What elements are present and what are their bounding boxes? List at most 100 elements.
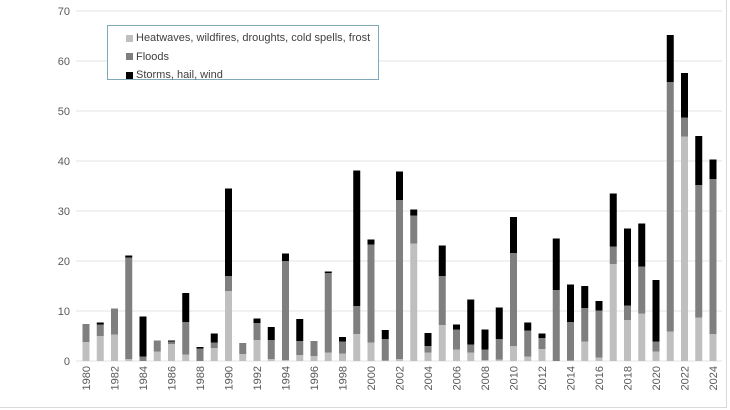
x-tick-label: 2016 <box>594 366 606 390</box>
bar-segment-floods-1994 <box>282 261 289 360</box>
x-tick-label: 2018 <box>623 366 635 390</box>
bar-segment-floods-1981 <box>96 324 104 336</box>
bar-segment-floods-1997 <box>324 273 332 353</box>
bar-segment-storms-2008 <box>481 329 489 350</box>
legend-item-heatwaves: Heatwaves, wildfires, droughts, cold spe… <box>126 30 378 46</box>
bar-segment-floods-1987 <box>182 322 190 355</box>
bar-segment-storms-2006 <box>453 324 460 330</box>
bar-segment-storms-1993 <box>267 327 275 340</box>
bar-segment-heatwaves-2022 <box>681 136 688 361</box>
bar-segment-storms-2009 <box>495 307 503 339</box>
legend: Heatwaves, wildfires, droughts, cold spe… <box>107 25 379 81</box>
bar-segment-heatwaves-2011 <box>524 356 532 361</box>
bar-segment-heatwaves-1983 <box>125 359 133 361</box>
legend-label-floods: Floods <box>136 50 170 63</box>
bar-segment-floods-1999 <box>353 306 361 334</box>
bar-segment-heatwaves-2023 <box>695 317 703 361</box>
bar-segment-floods-2006 <box>453 329 460 350</box>
bar-segment-heatwaves-2012 <box>538 349 546 361</box>
x-tick-label: 1992 <box>252 366 264 390</box>
bar-segment-heatwaves-2014 <box>567 360 574 361</box>
bar-segment-storms-2007 <box>467 299 475 345</box>
legend-label-storms: Storms, hail, wind <box>136 69 223 81</box>
bar-segment-floods-1988 <box>196 348 204 361</box>
x-tick-label: 1988 <box>195 366 207 390</box>
bar-segment-heatwaves-1989 <box>210 348 218 361</box>
x-tick-label: 1982 <box>110 366 122 390</box>
bar-segment-floods-2017 <box>609 246 617 264</box>
bar-segment-floods-2008 <box>481 349 489 360</box>
bar-segment-heatwaves-2009 <box>495 359 503 361</box>
bar-segment-storms-2000 <box>367 239 375 245</box>
legend-item-floods: Floods <box>126 49 378 65</box>
bar-segment-storms-2020 <box>652 280 660 342</box>
bar-segment-floods-2022 <box>681 117 688 137</box>
bar-segment-floods-1992 <box>253 323 261 340</box>
x-tick-label: 2014 <box>566 366 578 390</box>
bar-segment-floods-2020 <box>652 341 660 352</box>
bar-segment-floods-1984 <box>139 356 147 361</box>
bar-segment-storms-2010 <box>510 217 517 253</box>
bar-segment-floods-1991 <box>239 343 247 354</box>
x-tick-label: 2002 <box>395 366 407 390</box>
bar-segment-storms-2018 <box>624 228 631 306</box>
bar-segment-heatwaves-2019 <box>638 313 646 361</box>
bar-segment-storms-2014 <box>567 284 574 322</box>
bar-segment-storms-1992 <box>253 318 261 323</box>
bar-segment-heatwaves-1999 <box>353 334 361 361</box>
bar-segment-heatwaves-2024 <box>709 334 717 361</box>
bar-segment-floods-2002 <box>396 200 403 359</box>
y-tick-label: 20 <box>58 256 70 268</box>
x-tick-label: 2012 <box>537 366 549 390</box>
bar-segment-heatwaves-2002 <box>396 359 403 361</box>
bar-segment-storms-1981 <box>96 322 104 325</box>
bar-segment-floods-2012 <box>538 338 546 349</box>
bar-segment-floods-1995 <box>296 341 304 355</box>
bar-segment-floods-2011 <box>524 330 532 357</box>
bar-segment-floods-2003 <box>410 215 418 244</box>
bar-segment-floods-2018 <box>624 305 631 320</box>
bar-segment-floods-1996 <box>310 341 318 356</box>
bar-segment-storms-2013 <box>552 238 560 290</box>
bar-segment-heatwaves-1990 <box>225 291 232 361</box>
bar-segment-storms-2023 <box>695 136 703 185</box>
x-tick-label: 1990 <box>224 366 236 390</box>
bar-segment-storms-2005 <box>438 245 446 276</box>
bar-segment-heatwaves-2007 <box>467 352 475 361</box>
bar-segment-heatwaves-2010 <box>510 346 517 361</box>
x-tick-label: 2004 <box>423 366 435 390</box>
bar-segment-heatwaves-1992 <box>253 340 261 361</box>
bar-segment-storms-1999 <box>353 170 361 306</box>
bar-segment-floods-2010 <box>510 253 517 346</box>
bar-segment-storms-1983 <box>125 255 133 258</box>
bar-segment-storms-2003 <box>410 209 418 216</box>
x-tick-label: 1996 <box>309 366 321 390</box>
bar-segment-floods-1989 <box>210 342 218 348</box>
bar-segment-heatwaves-1980 <box>82 342 90 361</box>
bar-segment-storms-2017 <box>609 193 617 247</box>
x-tick-label: 1986 <box>167 366 179 390</box>
bar-segment-heatwaves-2000 <box>367 342 375 361</box>
bar-segment-storms-1988 <box>196 347 204 349</box>
bar-segment-heatwaves-2018 <box>624 320 631 361</box>
x-tick-label: 2024 <box>708 366 720 390</box>
legend-swatch-storms <box>126 71 133 79</box>
bar-segment-storms-2004 <box>424 333 432 346</box>
bar-segment-floods-2004 <box>424 346 432 353</box>
bar-segment-floods-1985 <box>153 340 161 352</box>
legend-label-heatwaves: Heatwaves, wildfires, droughts, cold spe… <box>136 32 371 44</box>
y-tick-label: 0 <box>64 356 70 368</box>
bar-segment-storms-2011 <box>524 322 532 331</box>
bar-segment-storms-2019 <box>638 223 646 267</box>
bar-segment-storms-1994 <box>282 253 289 261</box>
bar-segment-heatwaves-2006 <box>453 349 460 361</box>
bar-segment-heatwaves-2020 <box>652 351 660 361</box>
bar-segment-heatwaves-2015 <box>581 341 589 361</box>
y-tick-label: 10 <box>58 306 70 318</box>
bar-segment-floods-2016 <box>595 310 603 358</box>
y-tick-label: 30 <box>58 206 70 218</box>
x-tick-label: 2022 <box>680 366 692 390</box>
bar-segment-heatwaves-1995 <box>296 355 304 361</box>
bar-segment-storms-2021 <box>666 35 674 82</box>
